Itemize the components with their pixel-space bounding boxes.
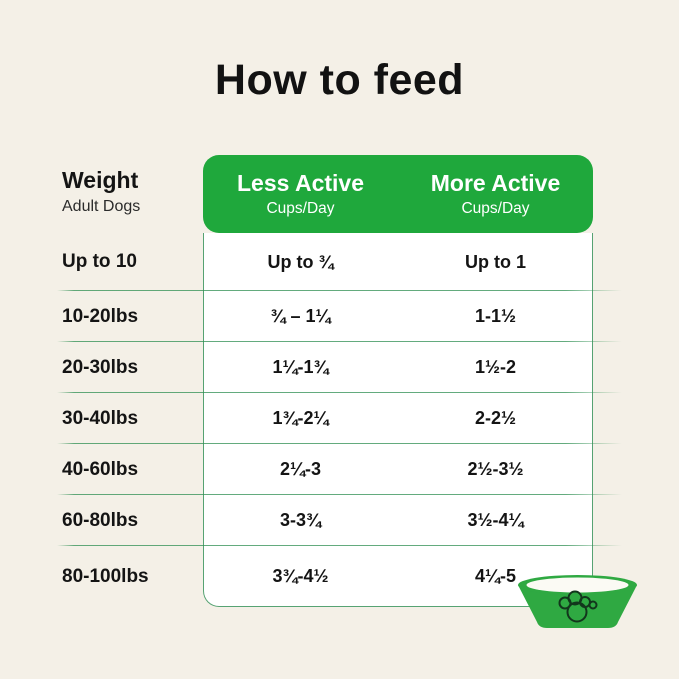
table-row: 80-100lbs 3¾-4½ 4¼-5	[0, 546, 679, 607]
weight-cell: 30-40lbs	[62, 407, 139, 429]
less-active-cell: 2¼-3	[279, 459, 322, 479]
table-row: 10-20lbs ¾ – 1¼ 1-1½	[0, 291, 679, 343]
weight-label: Weight	[62, 167, 139, 193]
weight-cell: 20-30lbs	[62, 356, 139, 378]
more-active-title: More Active	[430, 170, 561, 196]
table-row: Up to 10 Up to ¾ Up to 1	[0, 233, 679, 292]
weight-column-header: Weight Adult Dogs	[62, 167, 140, 216]
less-active-subtitle: Cups/Day	[266, 200, 335, 217]
weight-cell: 80-100lbs	[62, 565, 149, 587]
more-active-cell: 1½-2	[474, 357, 517, 377]
page-title: How to feed	[214, 56, 465, 104]
feeding-table: Up to 10 Up to ¾ Up to 1 10-20lbs ¾ – 1¼…	[0, 233, 679, 607]
weight-cell: Up to 10	[62, 251, 137, 272]
less-active-cell: 1¼-1¾	[272, 357, 329, 377]
table-row: 60-80lbs 3-3¾ 3½-4¼	[0, 495, 679, 547]
weight-cell: 40-60lbs	[62, 458, 139, 480]
more-active-cell: Up to 1	[465, 251, 526, 272]
less-active-cell: 3-3¾	[279, 510, 322, 530]
paw-print-icon	[558, 590, 598, 623]
table-row: 20-30lbs 1¼-1¾ 1½-2	[0, 342, 679, 394]
activity-columns-header: Less Active Cups/Day More Active Cups/Da…	[203, 155, 593, 233]
more-active-subtitle: Cups/Day	[461, 200, 530, 217]
less-active-cell: ¾ – 1¼	[270, 306, 331, 326]
dog-bowl-icon	[518, 575, 637, 628]
more-active-header: More Active Cups/Day	[398, 155, 593, 233]
more-active-cell: 3½-4¼	[467, 510, 524, 530]
more-active-cell: 2-2½	[474, 408, 517, 428]
weight-cell: 10-20lbs	[62, 305, 139, 327]
less-active-cell: 3¾-4½	[272, 566, 329, 586]
less-active-header: Less Active Cups/Day	[203, 155, 398, 233]
more-active-cell: 4¼-5	[474, 566, 517, 586]
weight-cell: 60-80lbs	[62, 509, 139, 531]
less-active-cell: Up to ¾	[267, 251, 334, 272]
more-active-cell: 2½-3½	[467, 459, 524, 479]
table-row: 30-40lbs 1¾-2¼ 2-2½	[0, 393, 679, 445]
less-active-title: Less Active	[237, 170, 364, 196]
weight-sublabel: Adult Dogs	[62, 198, 141, 215]
table-row: 40-60lbs 2¼-3 2½-3½	[0, 444, 679, 496]
less-active-cell: 1¾-2¼	[272, 408, 329, 428]
more-active-cell: 1-1½	[474, 306, 517, 326]
